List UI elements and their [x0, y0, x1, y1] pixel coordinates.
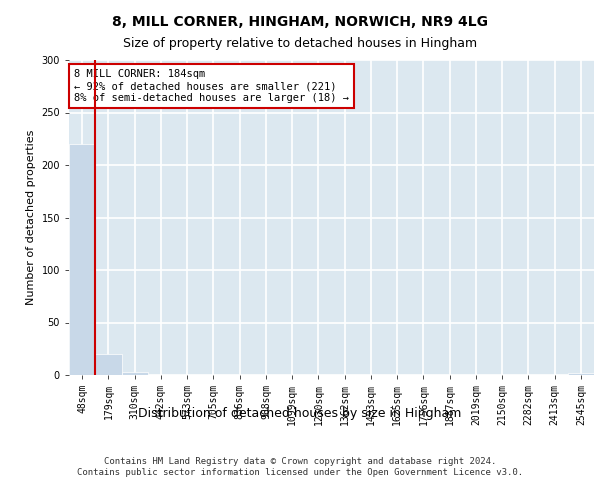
- Y-axis label: Number of detached properties: Number of detached properties: [26, 130, 36, 305]
- Text: Distribution of detached houses by size in Hingham: Distribution of detached houses by size …: [139, 408, 461, 420]
- Bar: [95, 354, 121, 375]
- Text: Contains HM Land Registry data © Crown copyright and database right 2024.
Contai: Contains HM Land Registry data © Crown c…: [77, 458, 523, 477]
- Text: 8 MILL CORNER: 184sqm
← 92% of detached houses are smaller (221)
8% of semi-deta: 8 MILL CORNER: 184sqm ← 92% of detached …: [74, 70, 349, 102]
- Bar: [568, 373, 594, 375]
- Text: Size of property relative to detached houses in Hingham: Size of property relative to detached ho…: [123, 38, 477, 51]
- Text: 8, MILL CORNER, HINGHAM, NORWICH, NR9 4LG: 8, MILL CORNER, HINGHAM, NORWICH, NR9 4L…: [112, 15, 488, 29]
- Bar: [121, 372, 148, 375]
- Bar: [69, 144, 95, 375]
